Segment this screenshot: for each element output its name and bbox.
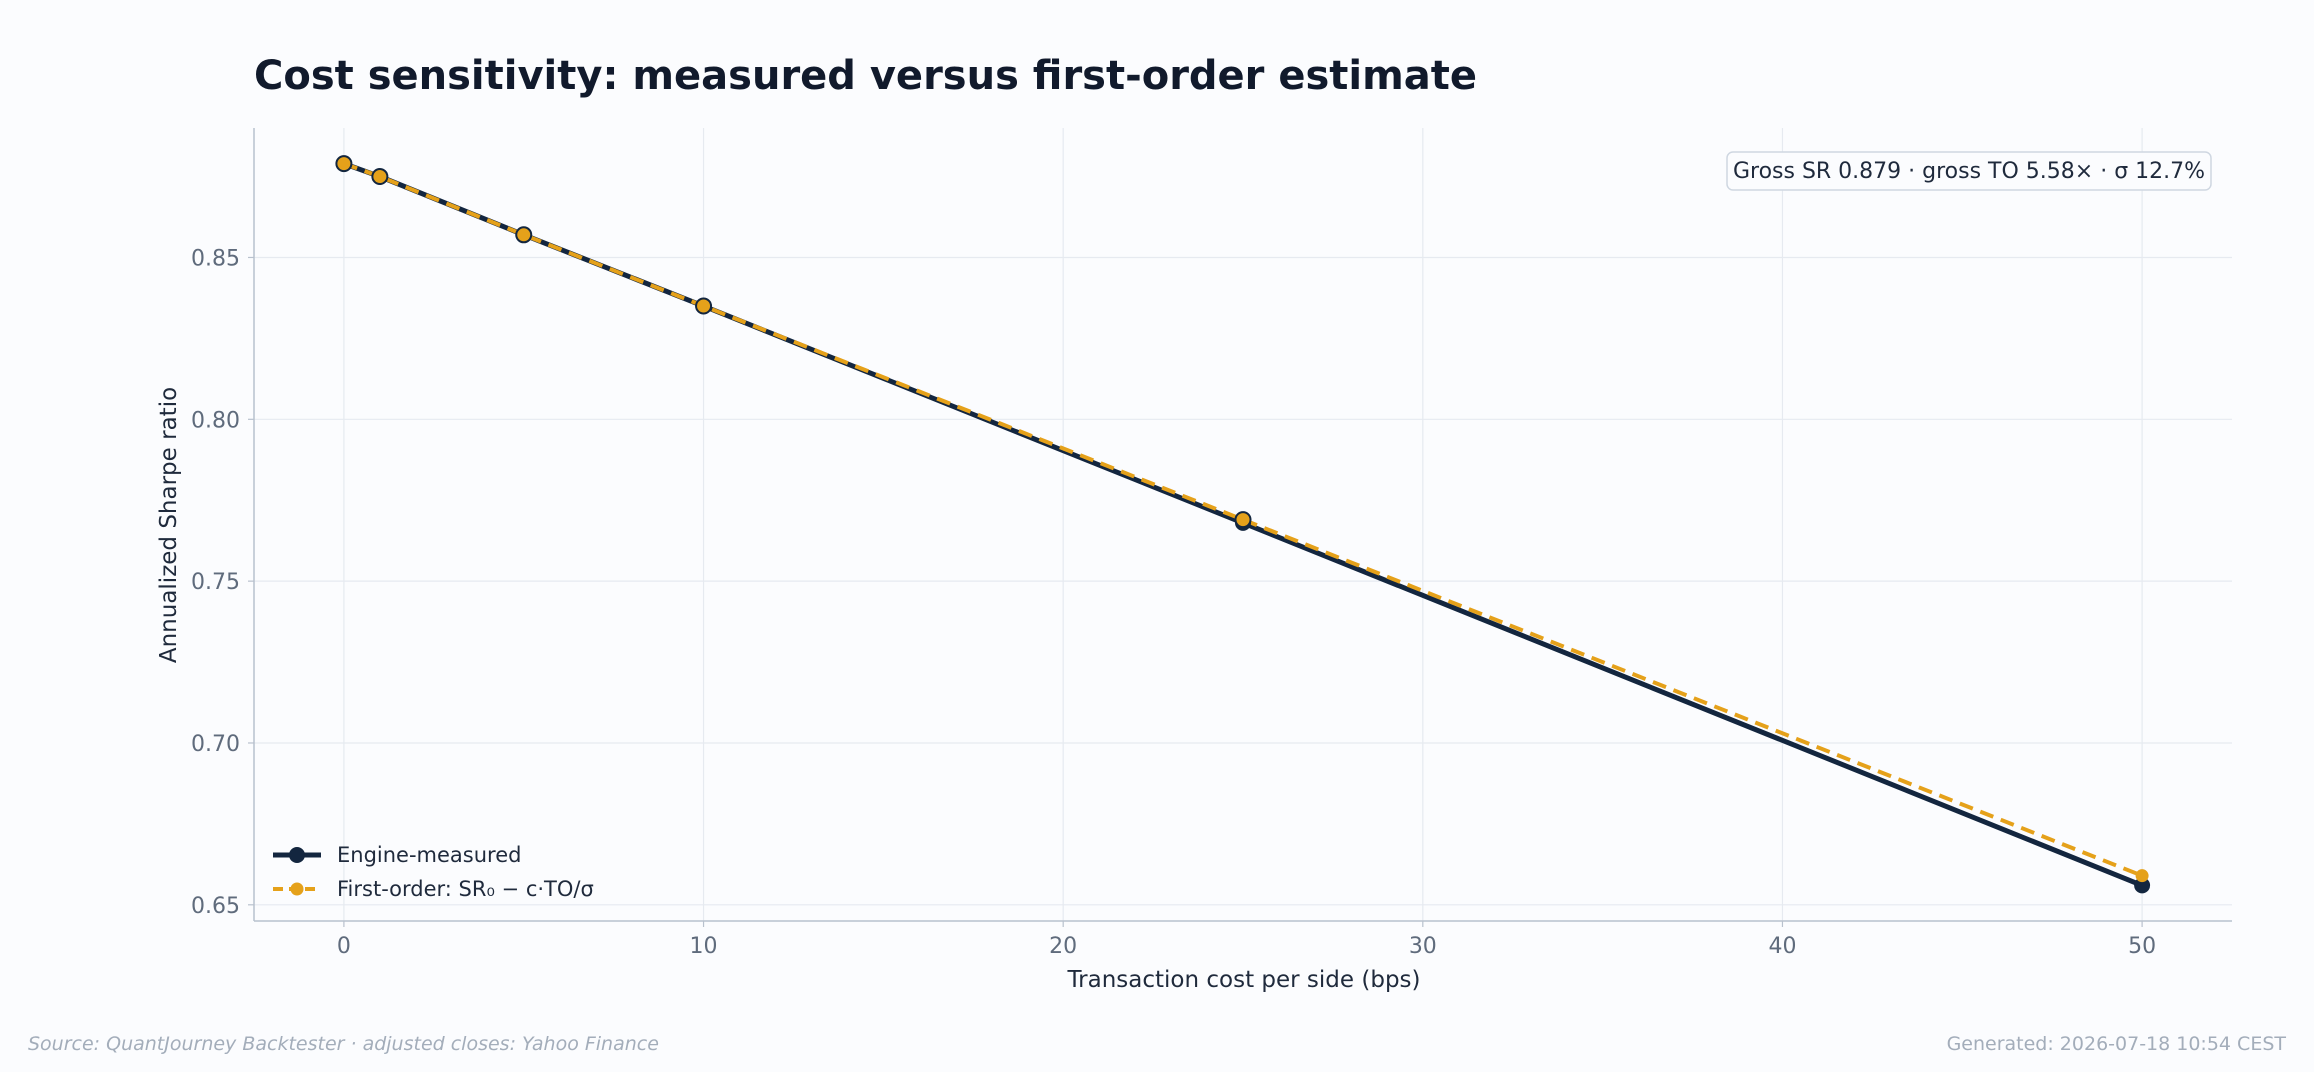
data-point-engine-measured [2134, 877, 2151, 894]
data-point-first-order [515, 226, 533, 244]
data-point-first-order [335, 155, 353, 173]
legend-marker-first-order [290, 882, 304, 896]
x-tick-label: 0 [337, 934, 351, 959]
annotation-text: Gross SR 0.879 · gross TO 5.58× · σ 12.7… [1733, 159, 2205, 184]
x-tick-label: 10 [690, 934, 718, 959]
y-tick-label: 0.65 [191, 894, 240, 919]
y-axis-label: Annualized Sharpe ratio [156, 387, 182, 663]
data-point-first-order [371, 168, 389, 186]
data-point-first-order [2135, 869, 2149, 883]
ticks: 0 10 20 30 40 50 0.65 0.70 0.75 0.80 0.85 [191, 246, 2156, 959]
x-tick-label: 40 [1768, 934, 1796, 959]
y-tick-label: 0.85 [191, 246, 240, 271]
legend: Engine-measured First-order: SR₀ − c·TO/… [273, 843, 594, 901]
x-tick-label: 20 [1049, 934, 1077, 959]
legend-marker-engine [289, 847, 305, 863]
legend-label-engine: Engine-measured [337, 843, 521, 867]
y-tick-label: 0.80 [191, 408, 240, 433]
data-point-first-order [695, 297, 713, 315]
annotation-box: Gross SR 0.879 · gross TO 5.58× · σ 12.7… [1726, 151, 2212, 191]
footer-generated: Generated: 2026-07-18 10:54 CEST [1946, 1033, 2286, 1055]
y-tick-label: 0.75 [191, 570, 240, 595]
x-axis-label: Transaction cost per side (bps) [1067, 967, 1421, 993]
series-layer [335, 155, 2151, 894]
axes [253, 128, 2232, 922]
footer-source: Source: QuantJourney Backtester · adjust… [28, 1033, 659, 1055]
x-tick-label: 50 [2128, 934, 2156, 959]
data-point-first-order [1234, 511, 1252, 529]
x-tick-label: 30 [1409, 934, 1437, 959]
y-tick-label: 0.70 [191, 732, 240, 757]
chart-title: Cost sensitivity: measured versus first-… [254, 53, 1477, 99]
legend-label-first-order: First-order: SR₀ − c·TO/σ [337, 877, 594, 901]
